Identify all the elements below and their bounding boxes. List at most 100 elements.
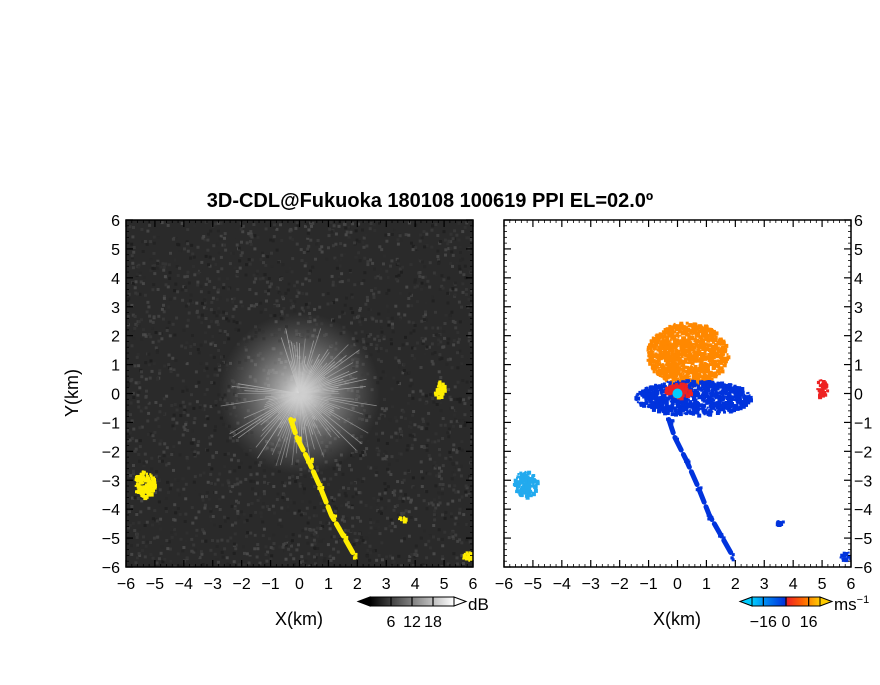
snr-noise-pixel [451, 366, 454, 369]
snr-noise-pixel [264, 308, 267, 311]
snr-noise-pixel [307, 232, 310, 235]
snr-noise-pixel [237, 459, 240, 462]
snr-noise-pixel [156, 262, 159, 265]
snr-noise-pixel [222, 317, 225, 320]
snr-noise-pixel [430, 229, 433, 232]
velocity-echo-pixel [699, 357, 702, 360]
snr-noise-pixel [231, 524, 234, 527]
snr-noise-pixel [410, 304, 413, 307]
snr-noise-pixel [348, 236, 351, 239]
snr-noise-pixel [345, 498, 348, 501]
snr-noise-pixel [227, 287, 230, 290]
snr-noise-pixel [454, 491, 457, 494]
snr-streak-pixel [321, 486, 324, 489]
snr-noise-pixel [378, 417, 381, 420]
velocity-echo-pixel [700, 353, 703, 356]
snr-noise-pixel [227, 319, 230, 322]
snr-noise-pixel [309, 474, 312, 477]
velocity-echo-pixel [663, 368, 667, 372]
snr-noise-pixel [371, 318, 374, 321]
snr-noise-pixel [460, 440, 463, 443]
snr-noise-pixel [385, 555, 388, 558]
snr-noise-pixel [343, 253, 346, 256]
snr-noise-pixel [142, 407, 145, 410]
snr-noise-pixel [216, 259, 219, 262]
snr-noise-pixel [402, 500, 405, 503]
snr-noise-pixel [233, 552, 236, 555]
snr-noise-pixel [153, 264, 156, 267]
snr-noise-pixel [445, 363, 448, 366]
snr-noise-pixel [134, 292, 137, 295]
snr-noise-pixel [206, 239, 209, 242]
snr-noise-pixel [183, 405, 186, 408]
snr-noise-pixel [468, 390, 471, 393]
snr-noise-pixel [167, 491, 170, 494]
snr-noise-pixel [292, 305, 295, 308]
snr-y-tick-label: 5 [111, 242, 120, 259]
snr-noise-pixel [140, 499, 143, 502]
snr-noise-pixel [322, 509, 325, 512]
snr-noise-pixel [272, 239, 275, 242]
snr-noise-pixel [399, 239, 402, 242]
snr-noise-pixel [411, 397, 414, 400]
snr-noise-pixel [428, 286, 431, 289]
snr-noise-pixel [353, 241, 356, 244]
snr-noise-pixel [321, 251, 324, 254]
snr-noise-pixel [361, 451, 364, 454]
snr-noise-pixel [298, 535, 301, 538]
snr-noise-pixel [285, 270, 288, 273]
snr-noise-pixel [368, 559, 371, 562]
snr-echo-pixel [145, 495, 149, 499]
snr-noise-pixel [253, 274, 256, 277]
snr-noise-pixel [231, 300, 234, 303]
snr-noise-pixel [464, 226, 467, 229]
snr-noise-pixel [236, 288, 239, 291]
snr-noise-pixel [163, 397, 166, 400]
snr-noise-pixel [171, 508, 174, 511]
snr-x-tick-label: −3 [204, 576, 222, 593]
snr-noise-pixel [281, 296, 284, 299]
snr-noise-pixel [251, 258, 254, 261]
snr-echo-pixel [469, 551, 471, 553]
snr-y-tick-label: 6 [111, 213, 120, 230]
snr-noise-pixel [456, 351, 459, 354]
velocity-echo-pixel [673, 340, 677, 344]
snr-noise-pixel [314, 542, 317, 545]
snr-noise-pixel [176, 290, 179, 293]
snr-noise-pixel [338, 468, 341, 471]
velocity-echo-pixel [671, 326, 674, 329]
velocity-echo-pixel [723, 361, 725, 363]
snr-noise-pixel [399, 436, 402, 439]
snr-noise-pixel [267, 292, 270, 295]
snr-noise-pixel [377, 526, 380, 529]
snr-noise-pixel [364, 234, 367, 237]
snr-noise-pixel [402, 410, 405, 413]
snr-noise-pixel [404, 336, 407, 339]
snr-noise-pixel [186, 556, 189, 559]
snr-noise-pixel [167, 363, 170, 366]
snr-noise-pixel [424, 311, 427, 314]
snr-noise-pixel [448, 536, 451, 539]
snr-noise-pixel [288, 542, 291, 545]
snr-noise-pixel [185, 540, 188, 543]
snr-noise-pixel [358, 491, 361, 494]
snr-noise-pixel [460, 362, 463, 365]
snr-noise-pixel [157, 340, 160, 343]
velocity-echo-pixel [647, 354, 650, 357]
snr-noise-pixel [444, 457, 447, 460]
snr-streak-pixel [332, 514, 335, 517]
snr-noise-pixel [383, 482, 386, 485]
velocity-echo-pixel [689, 375, 691, 377]
snr-noise-pixel [386, 305, 389, 308]
snr-noise-pixel [200, 321, 203, 324]
snr-noise-pixel [197, 229, 200, 232]
snr-noise-pixel [305, 262, 308, 265]
snr-noise-pixel [168, 354, 171, 357]
snr-noise-pixel [140, 338, 143, 341]
velocity-echo-pixel [713, 356, 716, 359]
snr-noise-pixel [425, 394, 428, 397]
snr-noise-pixel [291, 475, 294, 478]
snr-noise-pixel [436, 255, 439, 258]
snr-noise-pixel [166, 446, 169, 449]
snr-noise-pixel [282, 546, 285, 549]
